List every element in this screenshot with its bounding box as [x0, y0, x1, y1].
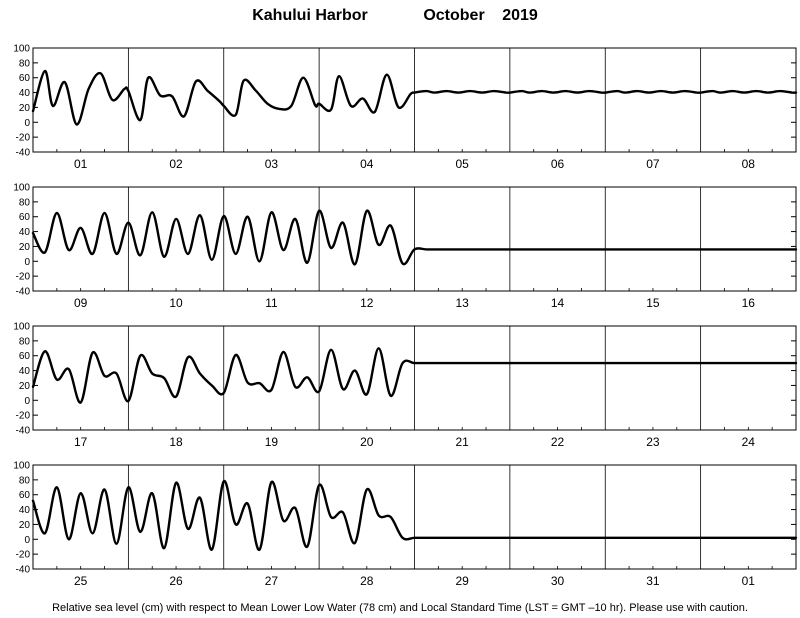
y-tick-label: -40 — [16, 148, 31, 159]
tide-panel: 100 80 60 40 20 0 -20 -40 09 10 11 12 13 14 15 16 — [13, 183, 798, 310]
y-tick-label: 100 — [13, 461, 30, 472]
tide-line — [31, 480, 798, 551]
y-tick-label: -20 — [16, 133, 31, 144]
day-label: 07 — [646, 157, 660, 171]
footer-note: Relative sea level (cm) with respect to … — [52, 602, 748, 614]
day-label: 22 — [551, 435, 565, 449]
day-label: 23 — [646, 435, 660, 449]
y-tick-label: -40 — [16, 565, 31, 576]
day-label: 27 — [265, 574, 279, 588]
day-label: 15 — [646, 296, 660, 310]
y-tick-label: 20 — [19, 103, 31, 114]
tide-line — [31, 69, 798, 126]
y-tick-label: -20 — [16, 550, 31, 561]
y-tick-label: 0 — [24, 396, 30, 407]
tide-line — [31, 347, 798, 404]
day-label: 02 — [169, 157, 183, 171]
year-title: 2019 — [502, 7, 538, 24]
y-tick-label: 0 — [24, 257, 30, 268]
day-label: 26 — [169, 574, 183, 588]
day-label: 21 — [456, 435, 470, 449]
y-tick-label: 60 — [19, 73, 31, 84]
day-label: 01 — [74, 157, 88, 171]
day-label: 14 — [551, 296, 565, 310]
day-label: 28 — [360, 574, 374, 588]
tide-panel: 100 80 60 40 20 0 -20 -40 17 18 19 20 21 22 23 24 — [13, 322, 798, 449]
y-tick-label: 60 — [19, 351, 31, 362]
y-tick-label: 80 — [19, 475, 31, 486]
day-label: 20 — [360, 435, 374, 449]
tide-line — [31, 209, 798, 266]
chart-header: Kahului Harbor October 2019 — [252, 7, 538, 24]
day-label: 03 — [265, 157, 279, 171]
day-label: 30 — [551, 574, 565, 588]
day-label: 11 — [265, 296, 278, 310]
y-tick-label: 100 — [13, 44, 30, 55]
day-label: 31 — [646, 574, 660, 588]
month-title: October — [423, 7, 484, 24]
y-tick-label: 40 — [19, 505, 31, 516]
day-label: 29 — [456, 574, 470, 588]
tide-panel: 100 80 60 40 20 0 -20 -40 25 26 27 28 29 30 31 01 — [13, 461, 798, 588]
day-label: 05 — [456, 157, 470, 171]
y-tick-label: 80 — [19, 336, 31, 347]
y-tick-label: 20 — [19, 520, 31, 531]
y-tick-label: 40 — [19, 88, 31, 99]
y-tick-label: 0 — [24, 535, 30, 546]
day-label: 13 — [456, 296, 470, 310]
day-label: 24 — [742, 435, 756, 449]
day-label: 17 — [74, 435, 88, 449]
day-label: 06 — [551, 157, 565, 171]
y-tick-label: -20 — [16, 411, 31, 422]
day-label: 12 — [360, 296, 374, 310]
day-label: 09 — [74, 296, 88, 310]
y-tick-label: -40 — [16, 426, 31, 437]
day-label: 08 — [742, 157, 756, 171]
y-tick-label: 40 — [19, 227, 31, 238]
y-tick-label: 80 — [19, 58, 31, 69]
y-tick-label: -40 — [16, 287, 31, 298]
day-label: 25 — [74, 574, 88, 588]
y-tick-label: 40 — [19, 366, 31, 377]
y-tick-label: 100 — [13, 322, 30, 333]
day-label: 04 — [360, 157, 374, 171]
y-tick-label: 0 — [24, 118, 30, 129]
y-tick-label: 100 — [13, 183, 30, 194]
y-tick-label: -20 — [16, 272, 31, 283]
y-tick-label: 60 — [19, 212, 31, 223]
y-tick-label: 20 — [19, 242, 31, 253]
station-title: Kahului Harbor — [252, 7, 368, 24]
y-tick-label: 20 — [19, 381, 31, 392]
day-label: 19 — [265, 435, 279, 449]
y-tick-label: 80 — [19, 197, 31, 208]
day-label: 10 — [169, 296, 183, 310]
day-label: 01 — [742, 574, 756, 588]
day-label: 18 — [169, 435, 183, 449]
day-label: 16 — [742, 296, 756, 310]
tide-panel: 100 80 60 40 20 0 -20 -40 01 02 03 04 05 06 07 08 — [13, 44, 798, 171]
y-tick-label: 60 — [19, 490, 31, 501]
